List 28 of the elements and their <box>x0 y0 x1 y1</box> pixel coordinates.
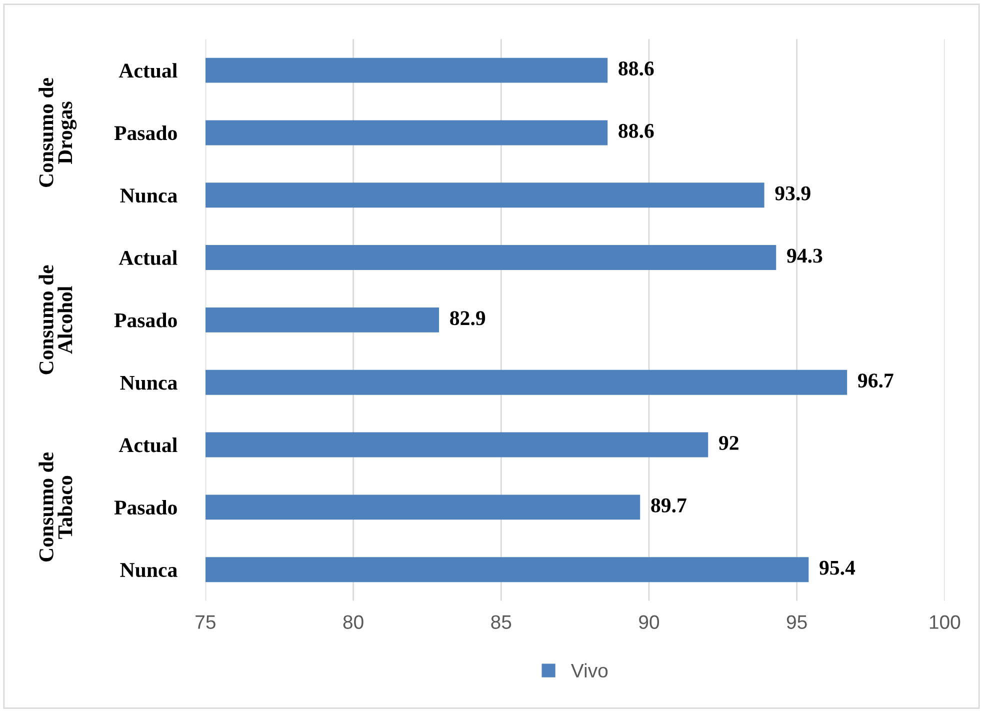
x-tick-label: 90 <box>639 615 660 629</box>
x-tick-label: 75 <box>196 615 216 629</box>
y-tick-label: Pasado <box>114 312 177 328</box>
text: Consumo de Tabaco <box>38 452 72 562</box>
y-tick-label: Actual <box>118 438 178 452</box>
x-tick-label: 95 <box>786 615 807 629</box>
data-label: 88.6 <box>618 61 654 76</box>
y-tick-label: Nunca <box>120 563 178 578</box>
x-tick-label: 100 <box>930 615 960 629</box>
legend-label: Vivo <box>570 663 608 678</box>
text: Consumo de Alcohol <box>38 265 72 374</box>
y-tick-label: Pasado <box>114 500 177 515</box>
data-label: 96.7 <box>858 374 894 388</box>
text: Consumo de Drogas <box>38 78 77 187</box>
x-tick-label: 85 <box>491 615 512 629</box>
y-tick-label: Nunca <box>120 376 178 390</box>
data-label: 88.6 <box>618 124 654 138</box>
data-label: 95.4 <box>820 560 856 575</box>
y-tick-label: Actual <box>118 63 178 78</box>
data-label: 89.7 <box>651 498 686 512</box>
data-label: 93.9 <box>775 186 810 200</box>
data-label: 92 <box>719 436 738 450</box>
y-tick-label: Actual <box>118 250 178 266</box>
x-tick-label: 80 <box>343 615 364 629</box>
data-label: 82.9 <box>450 311 486 326</box>
data-label: 94.3 <box>787 248 822 263</box>
y-tick-label: Pasado <box>114 125 177 140</box>
y-tick-label: Nunca <box>120 188 178 203</box>
